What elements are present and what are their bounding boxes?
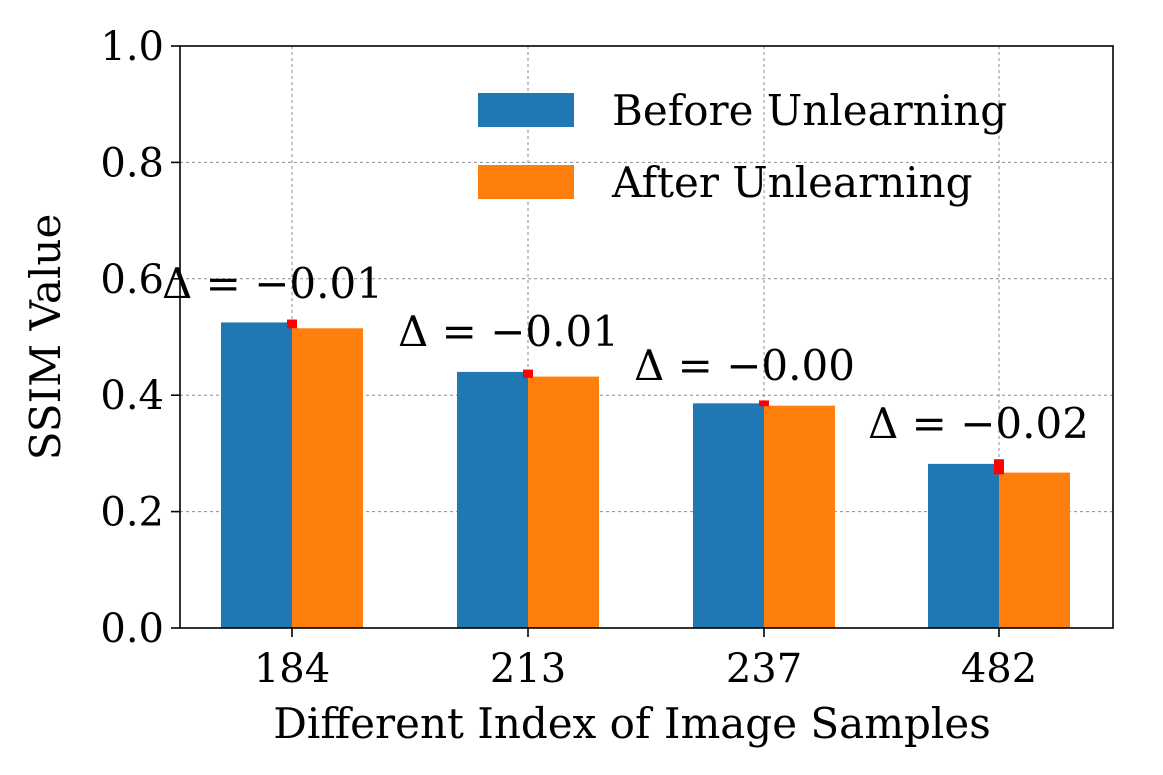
delta-annotation-237: Δ = −0.00 — [634, 341, 855, 390]
error-markers — [287, 319, 1004, 475]
y-tick-label: 1.0 — [100, 24, 164, 70]
error-marker-184 — [287, 319, 297, 329]
y-axis-ticks: 0.0 0.2 0.4 0.6 0.8 1.0 — [100, 24, 180, 652]
delta-annotations: Δ = −0.01 Δ = −0.01 Δ = −0.00 Δ = −0.02 — [162, 259, 1089, 448]
x-tick-label: 184 — [254, 646, 330, 692]
bar-before-213 — [457, 371, 528, 628]
x-axis-ticks: 184 213 237 482 — [254, 628, 1037, 692]
legend-swatch-after — [478, 165, 574, 199]
bar-after-237 — [764, 405, 835, 628]
bar-after-184 — [292, 328, 363, 628]
x-tick-label: 237 — [726, 646, 802, 692]
delta-annotation-482: Δ = −0.02 — [868, 399, 1089, 448]
error-marker-213 — [523, 369, 533, 378]
plot-frame — [179, 45, 1114, 629]
y-tick-label: 0.0 — [100, 606, 164, 652]
y-tick-label: 0.8 — [100, 140, 164, 186]
bar-before-237 — [693, 403, 764, 628]
bar-before-184 — [221, 322, 292, 628]
x-tick-label: 213 — [490, 646, 566, 692]
error-marker-482 — [994, 459, 1004, 475]
legend-label-before: Before Unlearning — [612, 86, 1007, 135]
y-tick-label: 0.6 — [100, 257, 164, 303]
legend: Before Unlearning After Unlearning — [478, 86, 1007, 207]
legend-swatch-before — [478, 93, 574, 127]
delta-annotation-184: Δ = −0.01 — [162, 259, 383, 308]
bar-after-482 — [999, 472, 1070, 628]
bar-after-213 — [528, 376, 599, 628]
y-tick-label: 0.2 — [100, 490, 164, 536]
delta-annotation-213: Δ = −0.01 — [398, 307, 619, 356]
error-marker-237 — [759, 400, 769, 407]
x-axis-label: Different Index of Image Samples — [273, 699, 991, 748]
y-axis-label: SSIM Value — [21, 214, 70, 461]
legend-label-after: After Unlearning — [611, 158, 973, 207]
y-tick-label: 0.4 — [100, 373, 164, 419]
bars — [221, 322, 1070, 628]
x-tick-label: 482 — [961, 646, 1037, 692]
bar-before-482 — [928, 463, 999, 628]
